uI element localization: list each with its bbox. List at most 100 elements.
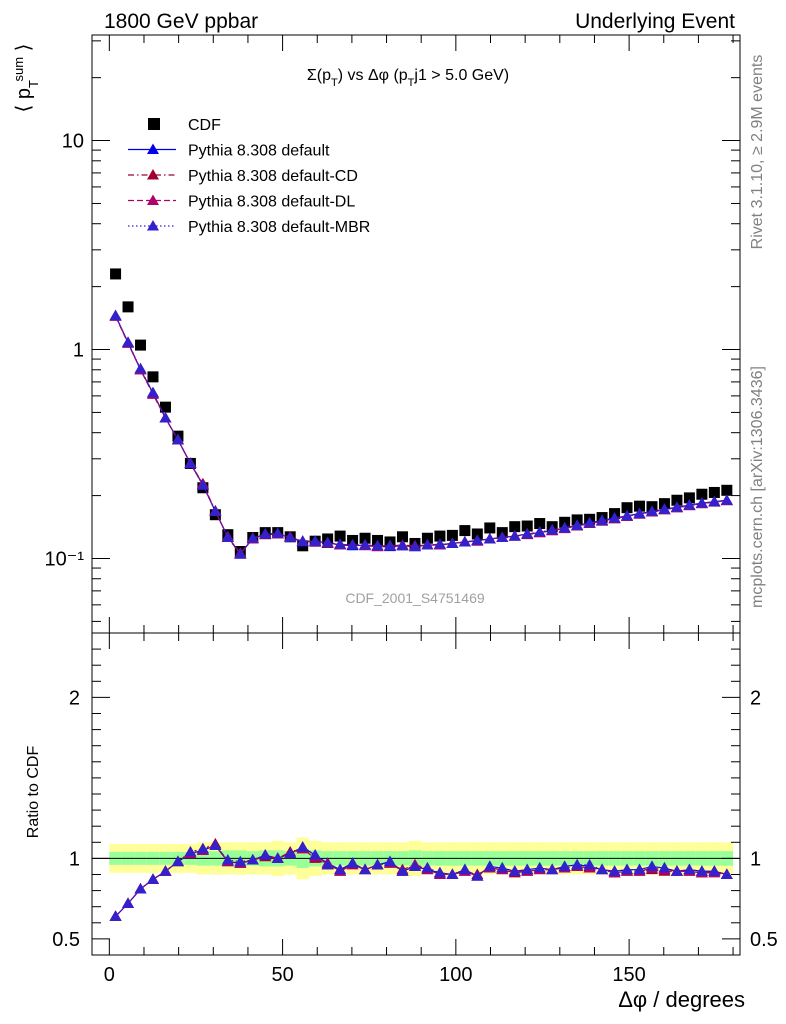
- series-2: [109, 309, 733, 921]
- legend-marker-triangle: [147, 194, 159, 205]
- data-point-main: [670, 501, 683, 512]
- legend-label: Pythia 8.308 default-MBR: [188, 219, 370, 236]
- y-tick-label: 10: [62, 131, 84, 153]
- data-point-cdf: [446, 529, 458, 541]
- legend-item: CDF: [148, 117, 221, 134]
- data-point-ratio: [558, 860, 571, 871]
- chart-title: Σ(pT) vs Δφ (pTj1 > 5.0 GeV): [307, 67, 509, 89]
- data-point-main: [583, 516, 596, 528]
- data-point-main: [408, 540, 421, 552]
- y-tick-label: 10⁻¹: [45, 548, 85, 570]
- data-point-main: [683, 499, 696, 510]
- data-point-cdf: [534, 518, 546, 530]
- watermark: CDF_2001_S4751469: [345, 590, 485, 606]
- data-point-ratio: [159, 865, 172, 876]
- data-point-ratio: [284, 847, 297, 859]
- data-point-main: [533, 525, 546, 537]
- data-point-main: [221, 531, 234, 543]
- data-point-ratio: [309, 849, 322, 860]
- mcplots-label: mcplots.cern.ch [arXiv:1306.3436]: [749, 366, 766, 608]
- legend-item: Pythia 8.308 default-DL: [128, 194, 355, 211]
- data-point-main: [209, 505, 222, 516]
- data-point-ratio: [546, 863, 559, 875]
- rivet-label: Rivet 3.1.10, ≥ 2.9M events: [749, 55, 766, 250]
- data-point-ratio: [246, 854, 259, 865]
- data-point-cdf: [708, 486, 720, 498]
- legend-item: Pythia 8.308 default: [128, 143, 330, 160]
- data-point-main: [658, 503, 671, 514]
- legend-item: Pythia 8.308 default-MBR: [128, 219, 370, 236]
- data-point-ratio: [196, 842, 209, 854]
- data-point-main: [546, 523, 559, 535]
- ratio-tick-label: 2: [69, 687, 80, 709]
- data-point-main: [446, 537, 459, 548]
- header-right: Underlying Event: [575, 10, 735, 33]
- header-left: 1800 GeV ppbar: [104, 10, 258, 33]
- data-point-main: [471, 534, 484, 545]
- data-point-main: [483, 532, 496, 544]
- legend-label: Pythia 8.308 default: [188, 143, 330, 160]
- data-point-ratio: [508, 865, 521, 876]
- data-point-main: [346, 539, 359, 550]
- data-point-cdf: [683, 492, 695, 504]
- data-point-ratio: [109, 910, 122, 921]
- legend-label: Pythia 8.308 default-CD: [188, 168, 358, 185]
- data-point-ratio: [670, 865, 683, 876]
- data-point-main: [633, 507, 646, 519]
- data-point-cdf: [122, 301, 134, 313]
- data-point-cdf: [509, 521, 521, 533]
- data-point-ratio: [645, 860, 658, 871]
- data-point-ratio: [146, 873, 159, 884]
- series-layer: [109, 268, 733, 921]
- data-point-main: [695, 497, 708, 508]
- ratio-tick-label-right: 2: [750, 687, 761, 709]
- data-point-ratio: [271, 852, 284, 863]
- legend: CDF Pythia 8.308 default Pythia 8.308 defa…: [128, 117, 370, 236]
- data-point-ratio: [471, 870, 484, 881]
- legend-label: CDF: [188, 117, 221, 134]
- data-point-cdf: [671, 494, 683, 506]
- data-point-main: [296, 535, 309, 546]
- data-point-cdf: [521, 520, 533, 532]
- data-point-main: [334, 538, 347, 549]
- data-point-ratio: [408, 860, 421, 871]
- data-point-main: [371, 539, 384, 551]
- data-point-ratio: [608, 865, 621, 876]
- ratio-tick-label: 1: [69, 848, 80, 870]
- data-point-main: [234, 548, 247, 559]
- x-axis-label: Δφ / degrees: [618, 987, 745, 1012]
- data-point-ratio: [621, 863, 634, 875]
- legend-label: Pythia 8.308 default-DL: [188, 194, 355, 211]
- data-point-main: [134, 362, 147, 374]
- data-point-ratio: [122, 897, 135, 908]
- data-point-cdf: [621, 502, 633, 514]
- data-point-main: [384, 539, 397, 551]
- ratio-plot-frame: [91, 632, 741, 956]
- data-point-ratio: [571, 858, 584, 870]
- y-tick-label: 1: [73, 340, 84, 362]
- data-point-ratio: [384, 855, 397, 867]
- data-point-ratio: [633, 863, 646, 875]
- data-point-main: [271, 527, 284, 538]
- x-tick-label: 150: [612, 964, 645, 986]
- data-point-ratio: [209, 839, 222, 851]
- data-point-main: [508, 530, 521, 541]
- data-point-cdf: [421, 532, 433, 544]
- data-point-cdf: [159, 401, 171, 413]
- data-point-main: [184, 457, 197, 468]
- data-point-ratio: [446, 868, 459, 879]
- data-point-main: [621, 509, 634, 521]
- data-point-ratio: [683, 863, 696, 875]
- series-1: [109, 309, 733, 921]
- data-point-cdf: [110, 268, 122, 280]
- data-point-main: [596, 514, 609, 525]
- data-point-main: [171, 433, 184, 445]
- data-point-cdf: [147, 371, 159, 383]
- ratio-tick-label-right: 0.5: [750, 929, 778, 951]
- data-point-ratio: [533, 862, 546, 873]
- data-point-main: [359, 539, 372, 550]
- data-point-ratio: [234, 855, 247, 867]
- data-point-main: [146, 386, 159, 398]
- data-point-main: [571, 519, 584, 530]
